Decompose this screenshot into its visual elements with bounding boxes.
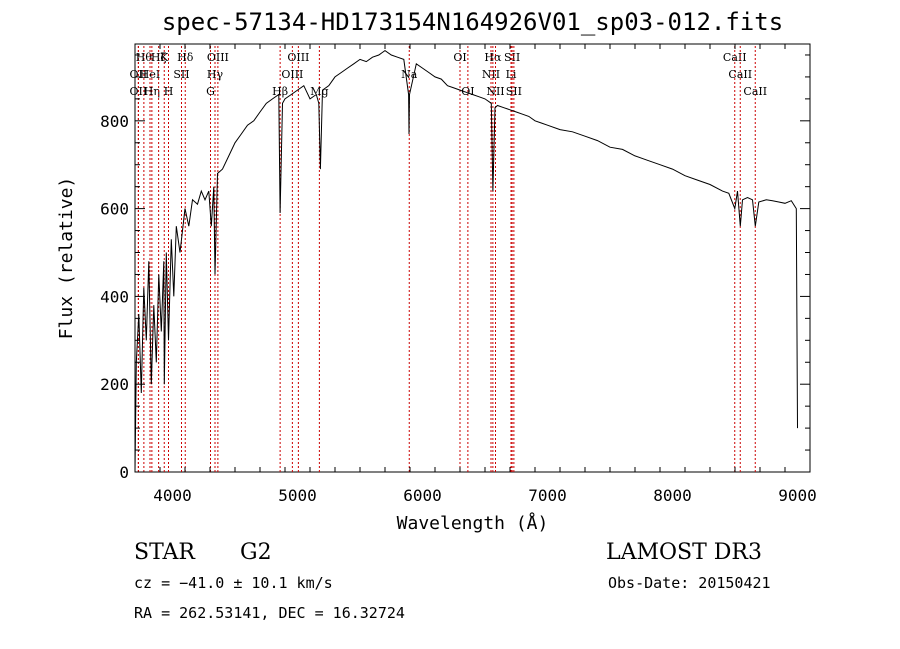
object-class: STAR [134, 540, 195, 565]
survey-name: LAMOST DR3 [606, 540, 762, 565]
line-label: SII [504, 51, 520, 64]
redshift-cz: cz = −41.0 ± 10.1 km/s [134, 574, 333, 592]
line-label: Li [506, 68, 517, 81]
x-tick-label: 6000 [403, 486, 442, 505]
line-label: K [160, 51, 169, 64]
line-label: NII [486, 85, 504, 98]
line-label: Hα [484, 51, 502, 64]
line-label: HeI [140, 68, 160, 81]
line-label: Hη [144, 85, 160, 98]
line-label: Hβ [272, 85, 288, 98]
y-axis-label: Flux (relative) [56, 177, 77, 340]
line-label: H [164, 85, 174, 98]
ra-dec: RA = 262.53141, DEC = 16.32724 [134, 604, 405, 622]
x-tick-label: 9000 [778, 486, 817, 505]
x-axis-label: Wavelength (Å) [397, 512, 549, 534]
x-tick-label: 8000 [653, 486, 692, 505]
y-tick-label: 600 [100, 200, 129, 219]
line-label: CaII [723, 51, 747, 64]
line-label: OII [130, 68, 148, 81]
y-axis: 0 200 400 600 800 [100, 54, 810, 482]
obs-date: Obs-Date: 20150421 [608, 574, 771, 592]
line-label: OI [453, 51, 466, 64]
line-label: CaII [728, 68, 752, 81]
object-subclass: G2 [240, 540, 272, 565]
x-tick-label: 4000 [153, 486, 192, 505]
y-tick-label: 200 [100, 375, 129, 394]
line-label: OIII [281, 68, 303, 81]
chart-title: spec-57134-HD173154N164926V01_sp03-012.f… [161, 8, 784, 36]
line-label: Hζ [151, 51, 167, 64]
line-label: NII [482, 68, 500, 81]
line-label: Mg [310, 85, 328, 98]
line-label: CaII [743, 85, 767, 98]
x-tick-label: 5000 [278, 486, 317, 505]
line-label: OIII [207, 51, 229, 64]
y-tick-label: 0 [119, 463, 129, 482]
line-label: SII [506, 85, 522, 98]
line-label: Hδ [177, 51, 194, 64]
line-markers: OIIOIIHθHeIHηHζKHSIIHδGHγOIIIHβOIIIOIIIM… [130, 46, 767, 472]
y-tick-label: 800 [100, 112, 129, 131]
x-tick-label: 7000 [528, 486, 567, 505]
spectrum-line [134, 49, 798, 473]
line-label: OIII [287, 51, 309, 64]
line-label: G [206, 85, 215, 98]
x-axis: 4000 5000 6000 7000 8000 9000 [134, 44, 817, 505]
line-label: Hγ [207, 68, 224, 81]
plot-frame [134, 43, 811, 473]
line-label: Hθ [136, 51, 153, 64]
line-label: SII [173, 68, 189, 81]
line-label: OI [461, 85, 474, 98]
y-tick-label: 400 [100, 287, 129, 306]
